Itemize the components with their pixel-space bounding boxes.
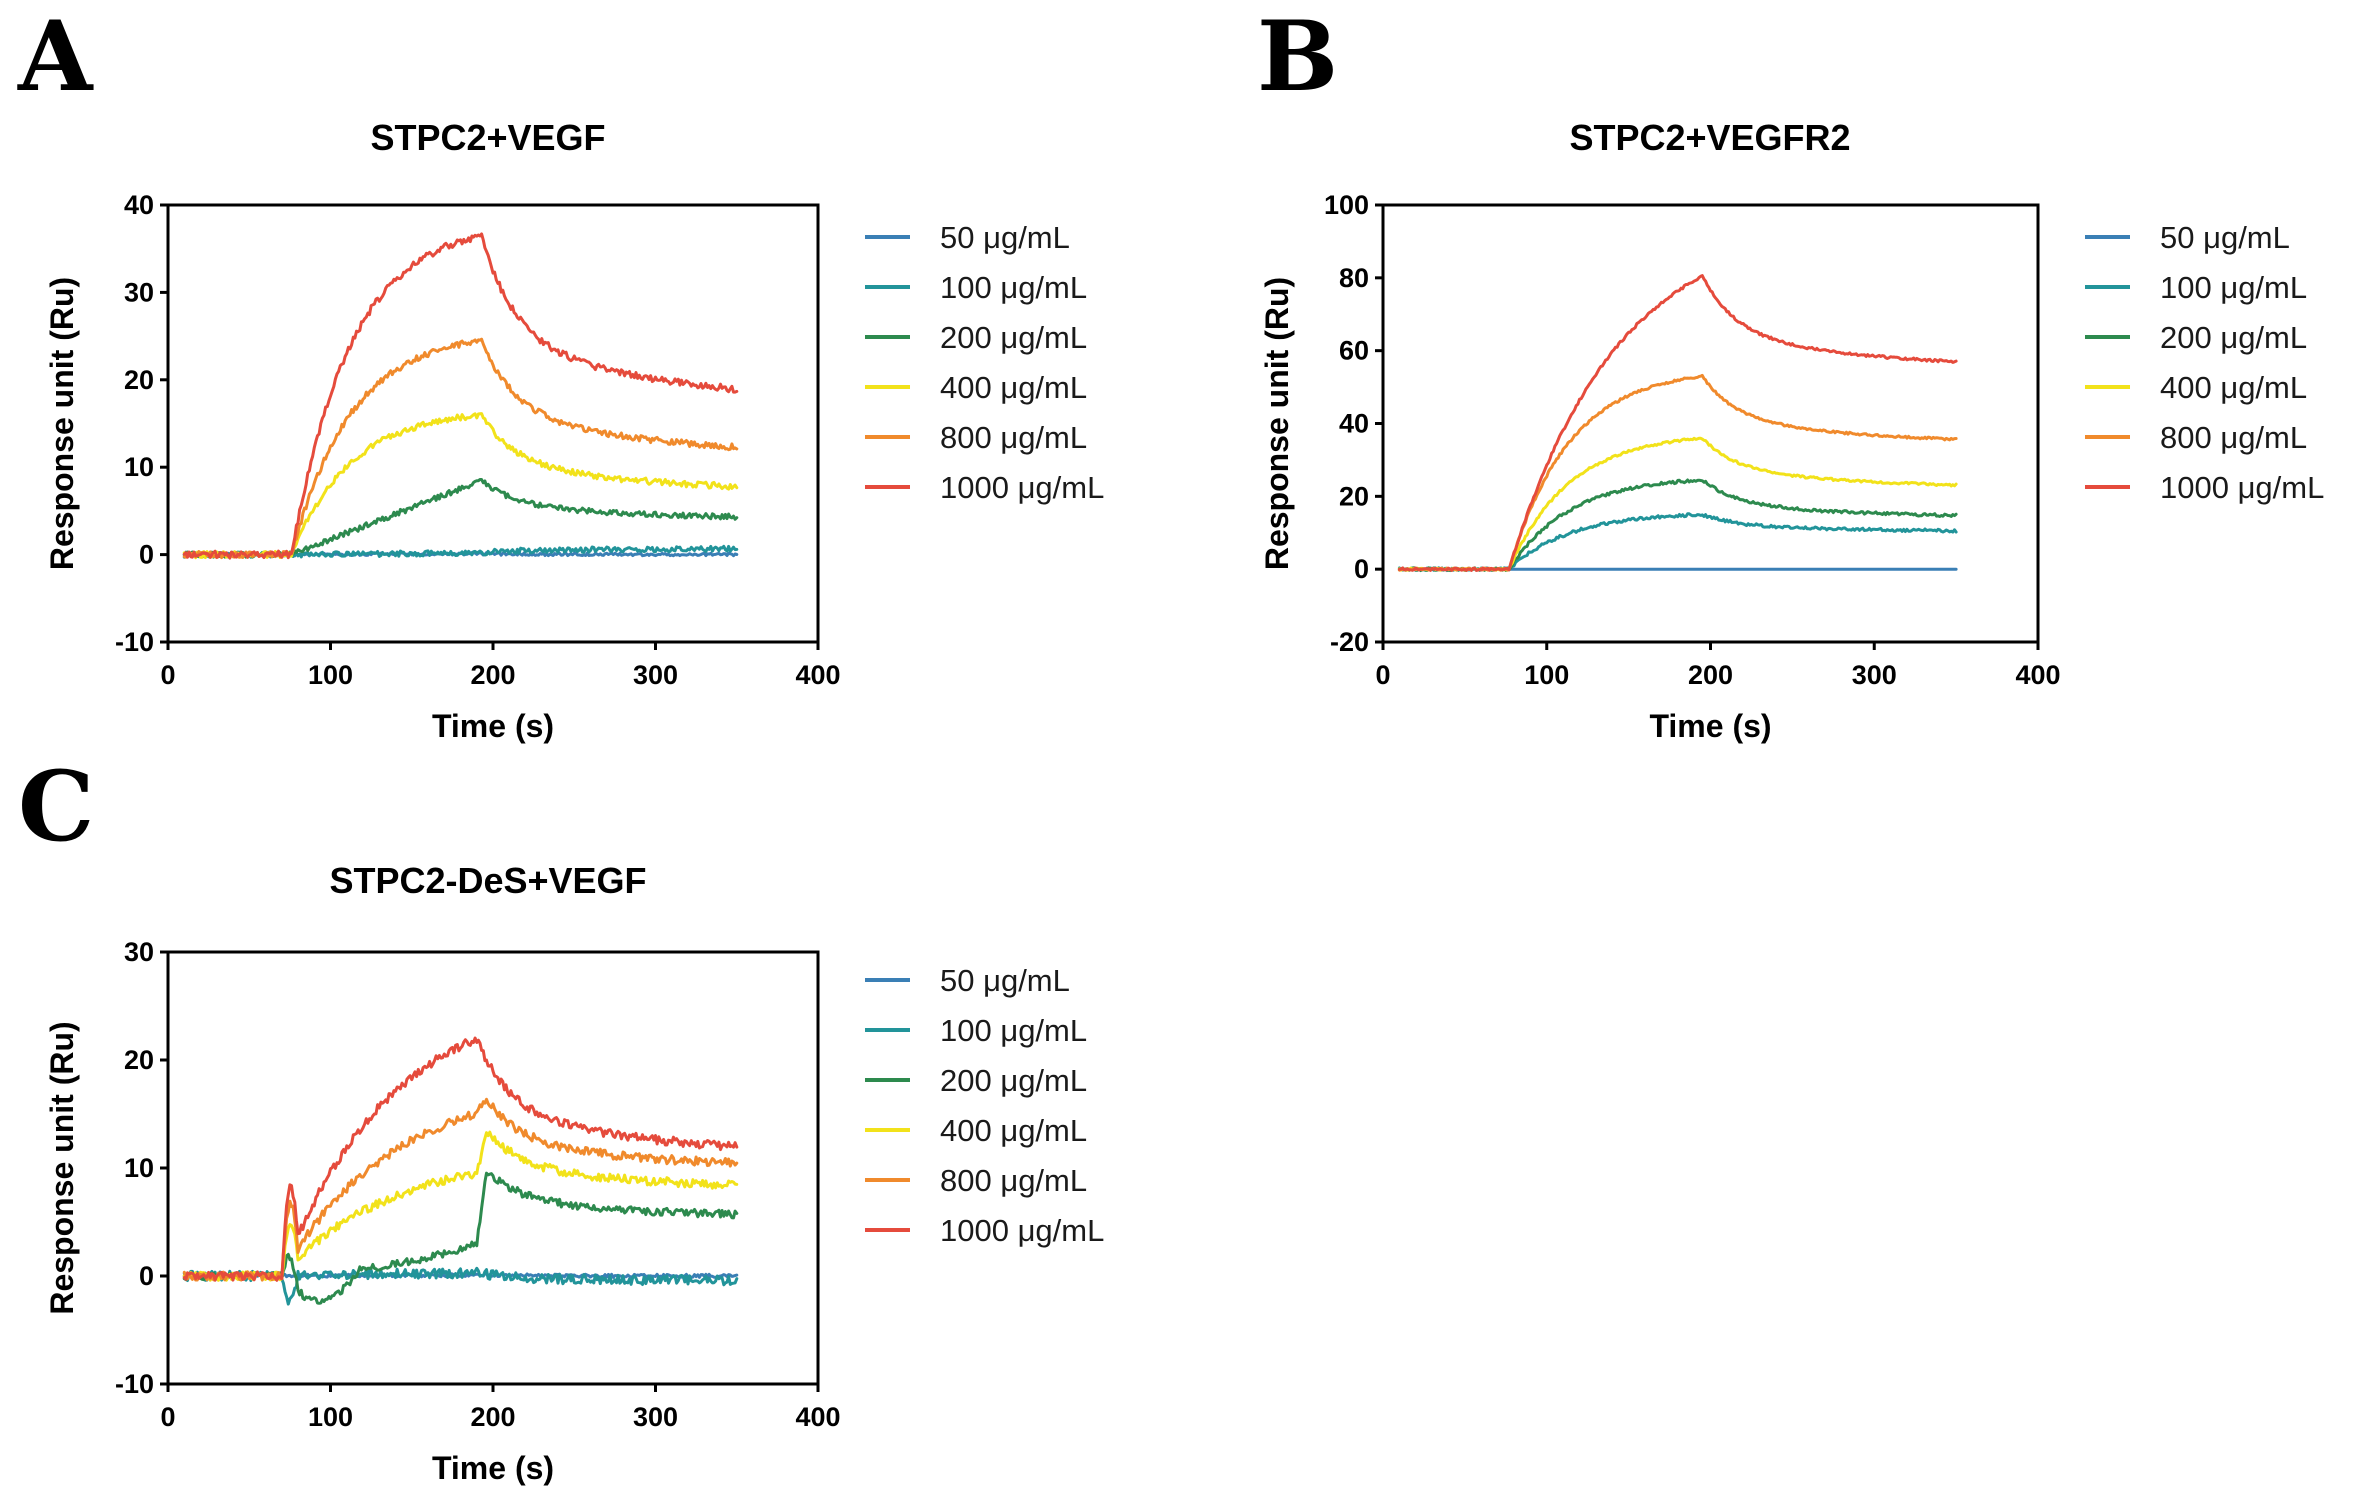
legend-label: 1000 μg/mL xyxy=(940,1213,1104,1248)
y-tick-label: -10 xyxy=(115,1369,154,1399)
series-line xyxy=(1397,478,1958,572)
x-tick-label: 200 xyxy=(470,1402,515,1432)
chart-title: STPC2+VEGF xyxy=(370,117,605,158)
y-tick-label: 30 xyxy=(124,277,154,307)
x-tick-label: 100 xyxy=(1524,660,1569,690)
series-line xyxy=(1397,512,1958,572)
y-axis-label: Response unit (Ru) xyxy=(44,1021,80,1314)
y-tick-label: 10 xyxy=(124,1153,154,1183)
x-tick-label: 200 xyxy=(1688,660,1733,690)
panel-letter: C xyxy=(18,750,94,863)
series-line xyxy=(182,232,739,560)
y-tick-label: 10 xyxy=(124,452,154,482)
y-tick-label: -20 xyxy=(1330,627,1369,657)
x-tick-label: 100 xyxy=(308,1402,353,1432)
x-tick-label: 400 xyxy=(795,1402,840,1432)
y-tick-label: 80 xyxy=(1339,263,1369,293)
y-tick-label: 40 xyxy=(1339,409,1369,439)
series-line xyxy=(1397,373,1958,572)
x-axis-label: Time (s) xyxy=(432,1450,554,1486)
legend-label: 100 μg/mL xyxy=(940,270,1087,305)
series-line xyxy=(182,478,739,559)
series-line xyxy=(182,412,739,560)
legend-label: 200 μg/mL xyxy=(2160,320,2307,355)
legend-label: 200 μg/mL xyxy=(940,1063,1087,1098)
chart-title: STPC2-DeS+VEGF xyxy=(329,860,646,901)
y-tick-label: 0 xyxy=(139,1261,154,1291)
legend-label: 800 μg/mL xyxy=(940,1163,1087,1198)
plot-frame xyxy=(1381,203,2040,644)
panel-letter: B xyxy=(1257,0,1338,113)
legend-label: 1000 μg/mL xyxy=(2160,470,2324,505)
series-line xyxy=(1397,274,1958,572)
series-line xyxy=(182,1130,739,1282)
y-tick-label: 40 xyxy=(124,190,154,220)
y-tick-label: 0 xyxy=(1354,554,1369,584)
y-tick-label: 30 xyxy=(124,937,154,967)
x-tick-label: 100 xyxy=(308,660,353,690)
legend-label: 50 μg/mL xyxy=(2160,220,2290,255)
x-tick-label: 200 xyxy=(470,660,515,690)
y-tick-label: 100 xyxy=(1324,190,1369,220)
y-tick-label: 20 xyxy=(124,365,154,395)
legend-label: 100 μg/mL xyxy=(2160,270,2307,305)
x-axis-label: Time (s) xyxy=(1649,708,1771,744)
legend-label: 400 μg/mL xyxy=(2160,370,2307,405)
legend-label: 800 μg/mL xyxy=(2160,420,2307,455)
panel-letter: A xyxy=(17,0,94,113)
series-line xyxy=(1397,436,1958,572)
chart-title: STPC2+VEGFR2 xyxy=(1569,117,1850,158)
x-tick-label: 400 xyxy=(2015,660,2060,690)
series-line xyxy=(182,337,739,560)
x-tick-label: 400 xyxy=(795,660,840,690)
x-tick-label: 0 xyxy=(160,660,175,690)
legend-label: 1000 μg/mL xyxy=(940,470,1104,505)
series-line xyxy=(182,1036,739,1282)
y-tick-label: 20 xyxy=(124,1045,154,1075)
y-tick-label: -10 xyxy=(115,627,154,657)
y-tick-label: 60 xyxy=(1339,336,1369,366)
y-tick-label: 0 xyxy=(139,540,154,570)
legend-label: 200 μg/mL xyxy=(940,320,1087,355)
x-axis-label: Time (s) xyxy=(432,708,554,744)
x-tick-label: 300 xyxy=(633,1402,678,1432)
legend-label: 50 μg/mL xyxy=(940,220,1070,255)
legend-label: 400 μg/mL xyxy=(940,370,1087,405)
x-tick-label: 0 xyxy=(1375,660,1390,690)
x-tick-label: 300 xyxy=(633,660,678,690)
legend-label: 400 μg/mL xyxy=(940,1113,1087,1148)
x-tick-label: 0 xyxy=(160,1402,175,1432)
legend-label: 100 μg/mL xyxy=(940,1013,1087,1048)
y-axis-label: Response unit (Ru) xyxy=(1259,277,1295,570)
series-line xyxy=(182,1097,739,1282)
legend-label: 50 μg/mL xyxy=(940,963,1070,998)
plot-frame xyxy=(166,950,820,1386)
legend-label: 800 μg/mL xyxy=(940,420,1087,455)
y-axis-label: Response unit (Ru) xyxy=(44,277,80,570)
y-tick-label: 20 xyxy=(1339,481,1369,511)
x-tick-label: 300 xyxy=(1852,660,1897,690)
